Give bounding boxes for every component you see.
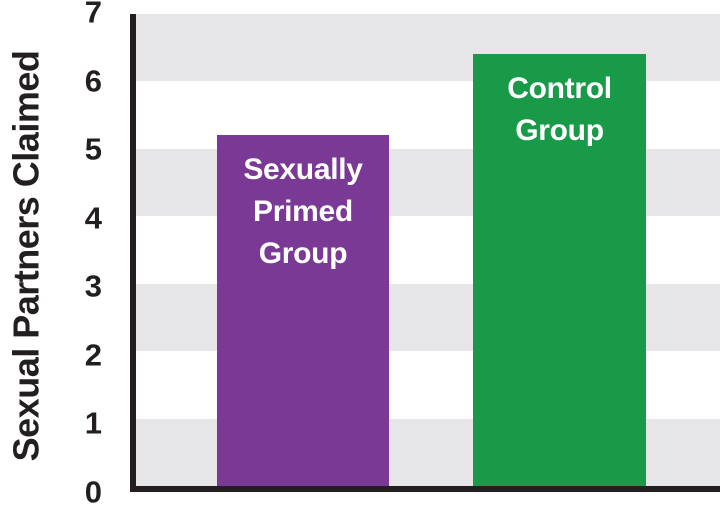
y-tick-0: 0 [84,474,102,510]
y-tick-5: 5 [84,131,102,167]
bar-control-group: Control Group [473,54,646,486]
y-tick-6: 6 [84,63,102,99]
plot-area: Sexually Primed Group Control Group [130,14,720,492]
y-tick-1: 1 [84,405,102,441]
y-tick-7: 7 [84,0,102,30]
bar-sexually-primed-group: Sexually Primed Group [217,135,389,486]
bar-label-sexually-primed-group: Sexually Primed Group [243,153,363,271]
y-tick-3: 3 [84,268,102,304]
bar-label-control-group: Control Group [507,72,612,148]
y-tick-4: 4 [84,200,102,236]
y-tick-2: 2 [84,337,102,373]
y-axis-ticks: 0 1 2 3 4 5 6 7 [0,0,102,508]
